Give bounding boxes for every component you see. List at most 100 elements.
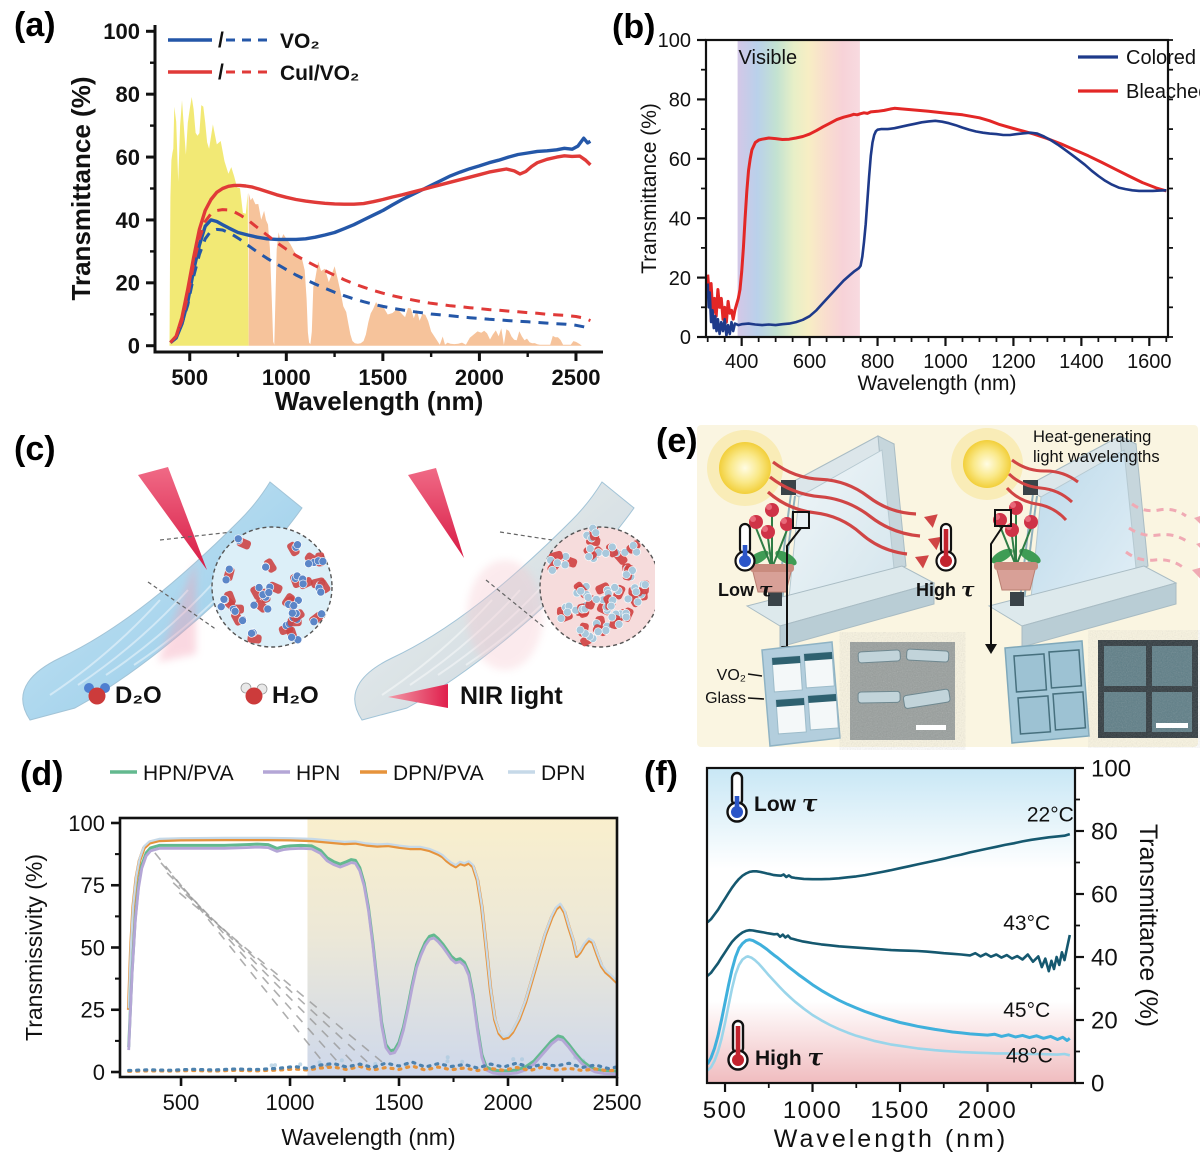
plot-area-d [126,818,617,1077]
panel-label-d: (d) [20,755,64,793]
y-tick-label: 50 [81,935,105,960]
x-tick-label: 1600 [1127,351,1172,373]
y-tick-label: 60 [1091,882,1118,909]
y-axis-title: Transmittance (%) [66,77,96,301]
x-tick-label: 500 [163,1090,200,1115]
legend-d: HPN/PVA HPN DPN/PVA DPN [110,762,585,785]
nir-shade-region [307,818,617,1077]
x-tick-label: 2500 [551,365,600,390]
arrowhead-icon [1192,567,1200,579]
legend-label: Bleached [1126,81,1200,103]
y-axis-title: Transmissivity (%) [21,854,47,1041]
axes-f: 500 1000 1500 2000 0 20 40 60 80 100 [703,756,1131,1124]
legend-b: Colored Bleached [1078,47,1200,103]
axes-d: 500 1000 1500 2000 2500 0 25 50 75 100 [68,811,641,1115]
callout-line [147,581,218,631]
x-tick-label: 500 [171,365,208,390]
series-Bleached [706,106,1167,324]
heat-ray-blocked-dashed [1131,502,1187,518]
series-Colored [706,119,1167,337]
y-tick-label: 40 [116,208,140,233]
y-tick-label: 40 [669,208,691,230]
heat-ray-solid [769,475,921,538]
y-tick-label: 25 [81,998,105,1023]
arrowhead-icon [928,536,942,551]
d2o-label: D₂O [115,682,162,709]
heat-ray-blocked-dashed [1125,550,1185,570]
legend-label: Colored [1126,47,1196,69]
y-tick-label: 20 [1091,1008,1118,1035]
x-axis-title: Wavelength (nm) [857,372,1016,395]
x-tick-label: 500 [703,1097,748,1124]
x-axis-title: Wavelength (nm) [281,1124,455,1150]
visible-band [737,40,860,337]
panel-f-chart: 500 1000 1500 2000 0 20 40 60 80 100 Wavelength (n… [703,756,1162,1153]
plot-area-b [706,40,1167,337]
axes-a: 500 1000 1500 2000 2500 0 20 40 60 80 100 [103,19,603,390]
glass-label: Glass [705,690,746,707]
tau-label: High τ [916,577,975,601]
x-tick-label: 1000 [262,365,311,390]
curve-temp-label: 48°C [1006,1045,1053,1068]
y-tick-label: 40 [1091,945,1118,972]
guide-line [160,862,343,1068]
nir-light-icon [388,684,448,708]
panel-label-a: (a) [14,6,56,44]
tau-label: Low τ [754,790,818,817]
x-tick-label: 2000 [958,1097,1017,1124]
y-tick-label: 80 [1091,819,1118,846]
legend-label: DPN [541,762,585,785]
panel-label-e: (e) [656,422,698,460]
sem-image-open [850,642,955,740]
legend-label: HPN [296,762,340,785]
y-tick-label: 0 [680,327,691,349]
x-tick-label: 1000 [266,1090,315,1115]
tau-label: Low τ [718,577,773,601]
y-tick-label: 60 [116,145,140,170]
panel-label-c: (c) [14,430,56,468]
thermometer-icon-high [935,522,957,572]
scale-bar [916,725,946,730]
legend-label: DPN/PVA [393,762,484,785]
molecular-inset-icon [211,526,333,648]
guide-line [172,882,374,1068]
heat-ray-solid [1005,486,1068,522]
micro-window-open-icon [761,641,841,747]
guide-line [154,852,328,1068]
nir-beam-transmitted [158,560,196,662]
curve-temp-label: 22°C [1027,804,1074,827]
series-43C [707,928,1072,977]
tau-label: High τ [755,1044,824,1071]
panel-label-f: (f) [644,755,678,793]
x-axis-title: Wavelength (nm) [774,1125,1008,1153]
series-CuI-VO2-solid [169,154,592,344]
x-tick-label: 1400 [1059,351,1104,373]
callout-line [159,531,233,541]
y-tick-label: 0 [93,1060,105,1085]
x-tick-label: 2500 [593,1090,642,1115]
x-tick-label: 1500 [358,365,407,390]
y-tick-label: 100 [103,19,140,44]
y-tick-label: 100 [658,30,691,52]
guide-line [178,892,389,1068]
legend-label: HPN/PVA [143,762,234,785]
series-VO2-dashed [169,227,591,344]
panel-c-legend: D₂O H₂O NIR light [84,682,563,710]
panel-c-diagram: D₂O H₂O NIR light [22,467,655,721]
legend-label: VO₂ [280,30,320,53]
arrowhead-icon [915,555,929,569]
molecular-inset-icon [539,523,655,648]
flower-pot-icon [747,503,797,593]
micro-window-closed-icon [1004,640,1090,744]
series-VO2-solid [169,136,592,344]
x-tick-label: 2000 [455,365,504,390]
plot-area-f [707,768,1075,1083]
y-tick-label: 0 [128,334,140,359]
heat-text-line1: Heat-generating [1033,428,1151,446]
x-tick-label: 1500 [870,1097,929,1124]
panel-d-chart: 500 1000 1500 2000 2500 0 25 50 75 100 Wavelength … [21,762,641,1150]
window-icon [987,435,1178,648]
nir-beam-icon [138,467,207,570]
curve-temp-label: 43°C [1003,912,1050,935]
x-tick-label: 2000 [484,1090,533,1115]
